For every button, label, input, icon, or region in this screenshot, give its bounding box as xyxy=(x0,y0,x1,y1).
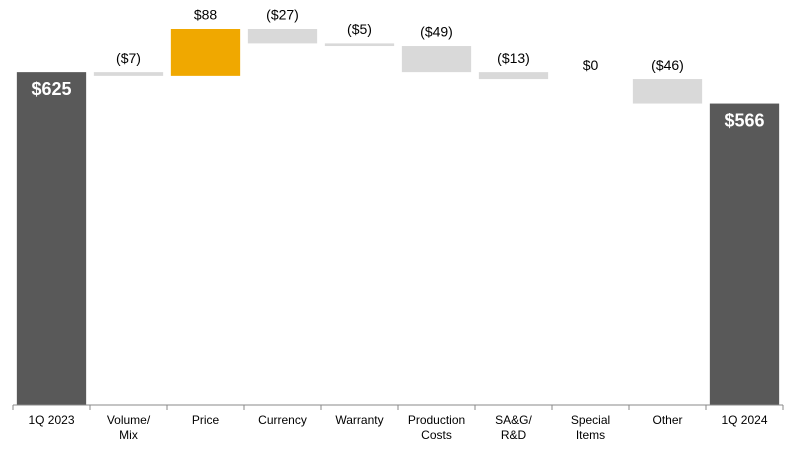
value-label: $88 xyxy=(194,7,218,23)
bar xyxy=(324,43,395,47)
bar xyxy=(478,72,549,80)
x-tick-label: Items xyxy=(576,428,605,442)
bar xyxy=(170,29,241,76)
x-tick-label: Mix xyxy=(119,428,138,442)
value-label: ($13) xyxy=(497,50,530,66)
value-label: ($5) xyxy=(347,21,372,37)
bar xyxy=(401,46,472,73)
x-tick-label: 1Q 2023 xyxy=(28,413,74,427)
bar xyxy=(93,72,164,76)
value-label: ($49) xyxy=(420,24,453,40)
x-tick-label: Other xyxy=(652,413,682,427)
x-tick-label: Special xyxy=(571,413,610,427)
x-tick-label: Production xyxy=(408,413,465,427)
x-tick-label: Price xyxy=(192,413,220,427)
value-label: ($27) xyxy=(266,7,299,23)
x-tick-label: Currency xyxy=(258,413,307,427)
value-label: $625 xyxy=(31,79,71,99)
x-tick-label: Warranty xyxy=(335,413,383,427)
value-label: $0 xyxy=(583,57,599,73)
x-tick-label: Volume/ xyxy=(107,413,151,427)
value-label: $566 xyxy=(724,110,764,130)
bar xyxy=(247,29,318,44)
bar xyxy=(709,103,780,405)
value-label: ($7) xyxy=(116,50,141,66)
x-tick-label: R&D xyxy=(501,428,527,442)
x-tick-label: 1Q 2024 xyxy=(721,413,767,427)
bar xyxy=(632,79,703,104)
x-tick-label: SA&G/ xyxy=(495,413,532,427)
x-tick-label: Costs xyxy=(421,428,452,442)
bar xyxy=(16,72,87,406)
value-label: ($46) xyxy=(651,57,684,73)
